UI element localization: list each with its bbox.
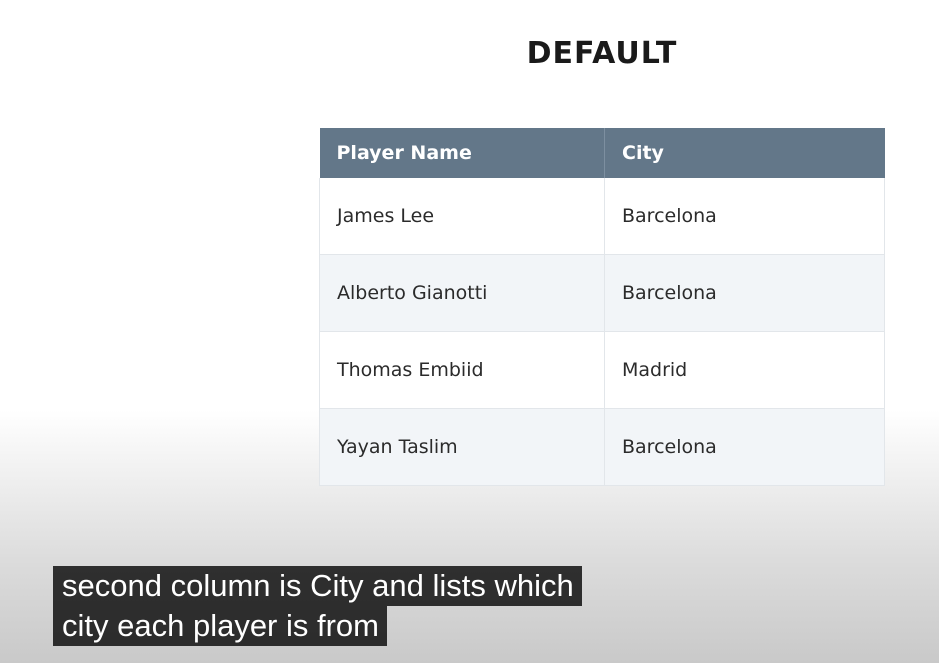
table-header-row: Player Name City <box>319 128 885 178</box>
player-name-cell: James Lee <box>319 178 605 255</box>
page-title: DEFAULT <box>526 36 678 71</box>
subtitle-caption: second column is City and lists which ci… <box>53 566 582 646</box>
table-row: Thomas Embiid Madrid <box>319 331 885 409</box>
city-cell: Barcelona <box>604 254 885 332</box>
table-row: Alberto Gianotti Barcelona <box>319 254 885 332</box>
city-cell: Barcelona <box>604 178 885 255</box>
caption-line: second column is City and lists which <box>53 566 582 606</box>
player-name-cell: Yayan Taslim <box>319 408 605 486</box>
players-table: Player Name City James Lee Barcelona Alb… <box>319 128 885 486</box>
table-row: James Lee Barcelona <box>319 178 885 255</box>
column-header-city: City <box>604 128 885 178</box>
player-name-cell: Thomas Embiid <box>319 331 605 409</box>
caption-line: city each player is from <box>53 606 387 646</box>
city-cell: Barcelona <box>604 408 885 486</box>
table-row: Yayan Taslim Barcelona <box>319 408 885 486</box>
city-cell: Madrid <box>604 331 885 409</box>
player-name-cell: Alberto Gianotti <box>319 254 605 332</box>
column-header-player-name: Player Name <box>319 128 605 178</box>
